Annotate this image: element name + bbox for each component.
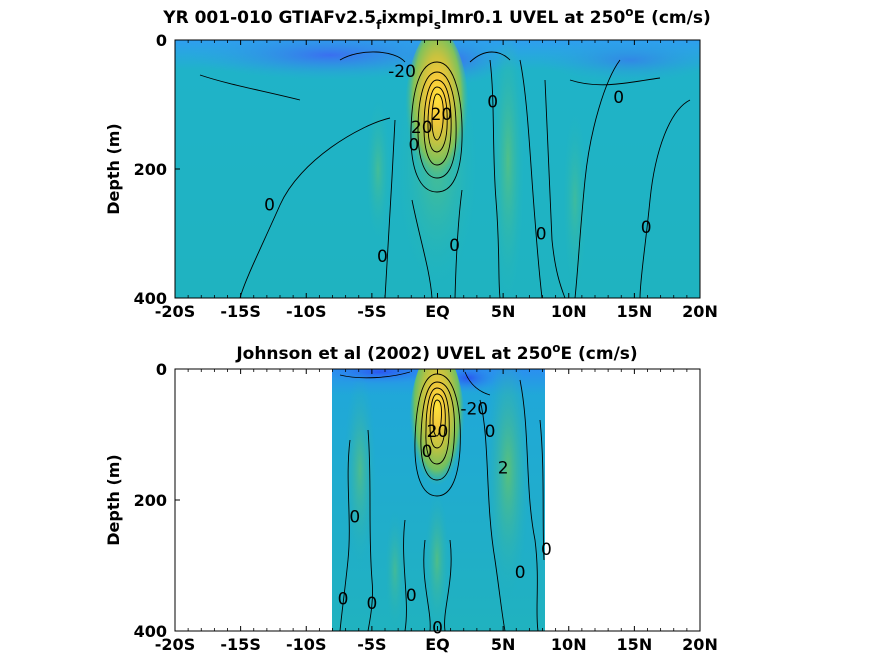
top-chart-title: YR 001-010 GTIAFv2.5fixmpislmr0.1 UVEL a… (162, 5, 710, 32)
bottom-x-tick-label: 20N (682, 635, 718, 654)
bottom-contour-label: 0 (485, 422, 496, 442)
bottom-x-tick-label: 10N (551, 635, 587, 654)
top-contour-label: 0 (641, 218, 652, 238)
top-contour-label: 0 (377, 247, 388, 267)
top-contour-label: 0 (449, 236, 460, 256)
bottom-contour-label: 0 (366, 594, 377, 614)
bottom-x-ticks: -20S -15S -10S -5S EQ 5N 10N 15N 20N (155, 369, 718, 654)
bottom-contour-label: 0 (338, 589, 349, 609)
top-x-tick-label: -15S (220, 302, 260, 321)
bottom-x-tick-label: -20S (155, 635, 195, 654)
top-x-tick-label: -20S (155, 302, 195, 321)
bottom-x-tick-label: -5S (357, 635, 386, 654)
top-x-tick-label: 5N (491, 302, 516, 321)
top-field (175, 40, 700, 298)
top-x-tick-label: 20N (682, 302, 718, 321)
top-x-ticks: -20S -15S -10S -5S EQ 5N 10N 15N 20N (155, 40, 718, 321)
top-contour-label: 0 (487, 92, 498, 112)
bottom-x-tick-label: 5N (491, 635, 516, 654)
top-contour-label: 0 (264, 195, 275, 215)
top-contour-label: -20 (388, 62, 416, 82)
bottom-panel: Johnson et al (2002) UVEL at 250oE (cm/s… (104, 341, 718, 654)
bottom-y-tick-label: 400 (134, 622, 167, 641)
top-x-tick-label: 10N (551, 302, 587, 321)
bottom-contour-label: -20 (460, 399, 488, 419)
top-y-ticks: 0 200 400 (134, 31, 180, 308)
top-y-tick-label: 400 (134, 289, 167, 308)
top-contour-label: 0 (613, 88, 624, 108)
bottom-x-tick-label: EQ (425, 635, 450, 654)
top-contour-label: 20 (411, 118, 433, 138)
bottom-x-tick-label: -10S (286, 635, 326, 654)
bottom-y-ticks: 0 200 400 (134, 360, 180, 641)
top-x-tick-label: EQ (425, 302, 450, 321)
top-contours (199, 51, 691, 298)
bottom-contour-label: 0 (349, 507, 360, 527)
top-y-axis-label: Depth (m) (104, 123, 123, 215)
bottom-y-tick-label: 200 (134, 491, 167, 510)
top-panel: YR 001-010 GTIAFv2.5fixmpislmr0.1 UVEL a… (104, 5, 718, 321)
bottom-contour-label: 0 (541, 540, 552, 560)
top-y-tick-label: 200 (134, 160, 167, 179)
bottom-y-tick-label: 0 (156, 360, 167, 379)
top-contour-label: 0 (408, 135, 419, 155)
bottom-contour-label: 0 (515, 563, 526, 583)
bottom-x-tick-label: 15N (617, 635, 653, 654)
bottom-chart-title: Johnson et al (2002) UVEL at 250oE (cm/s… (235, 341, 637, 364)
bottom-contour-label: 2 (498, 458, 509, 478)
top-y-tick-label: 0 (156, 31, 167, 50)
top-contour-label: 0 (536, 225, 547, 245)
bottom-contour-label: 0 (406, 586, 417, 606)
top-contour-label: 20 (431, 105, 453, 125)
bottom-contour-label: 0 (422, 442, 433, 462)
bottom-contours (339, 371, 545, 631)
bottom-contour-label: 20 (427, 422, 449, 442)
top-x-tick-label: -10S (286, 302, 326, 321)
top-x-tick-label: 15N (617, 302, 653, 321)
top-x-tick-label: -5S (357, 302, 386, 321)
bottom-y-axis-label: Depth (m) (104, 454, 123, 546)
bottom-x-tick-label: -15S (220, 635, 260, 654)
bottom-field (332, 369, 545, 631)
